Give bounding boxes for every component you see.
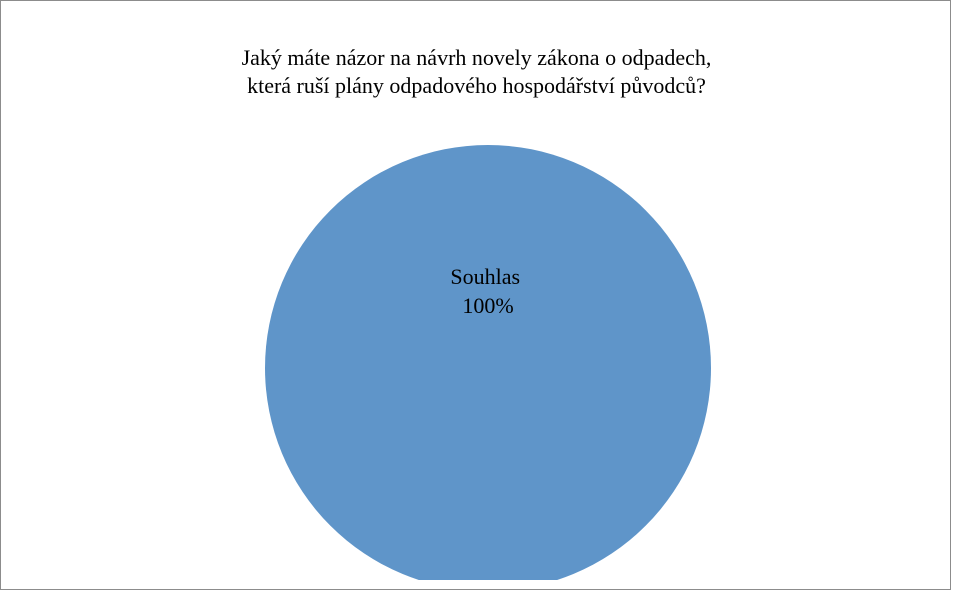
- chart-title-line-1: Jaký máte názor na návrh novely zákona o…: [241, 45, 712, 70]
- pie-slice-percent: 100%: [462, 293, 513, 318]
- pie-slice-souhlas: [265, 145, 711, 580]
- chart-title: Jaký máte názor na návrh novely zákona o…: [0, 44, 953, 100]
- chart-title-line-2: která ruší plány odpadového hospodářství…: [247, 73, 706, 98]
- pie-slice-name: Souhlas: [450, 264, 520, 289]
- pie-slice-label: Souhlas 100%: [450, 264, 525, 318]
